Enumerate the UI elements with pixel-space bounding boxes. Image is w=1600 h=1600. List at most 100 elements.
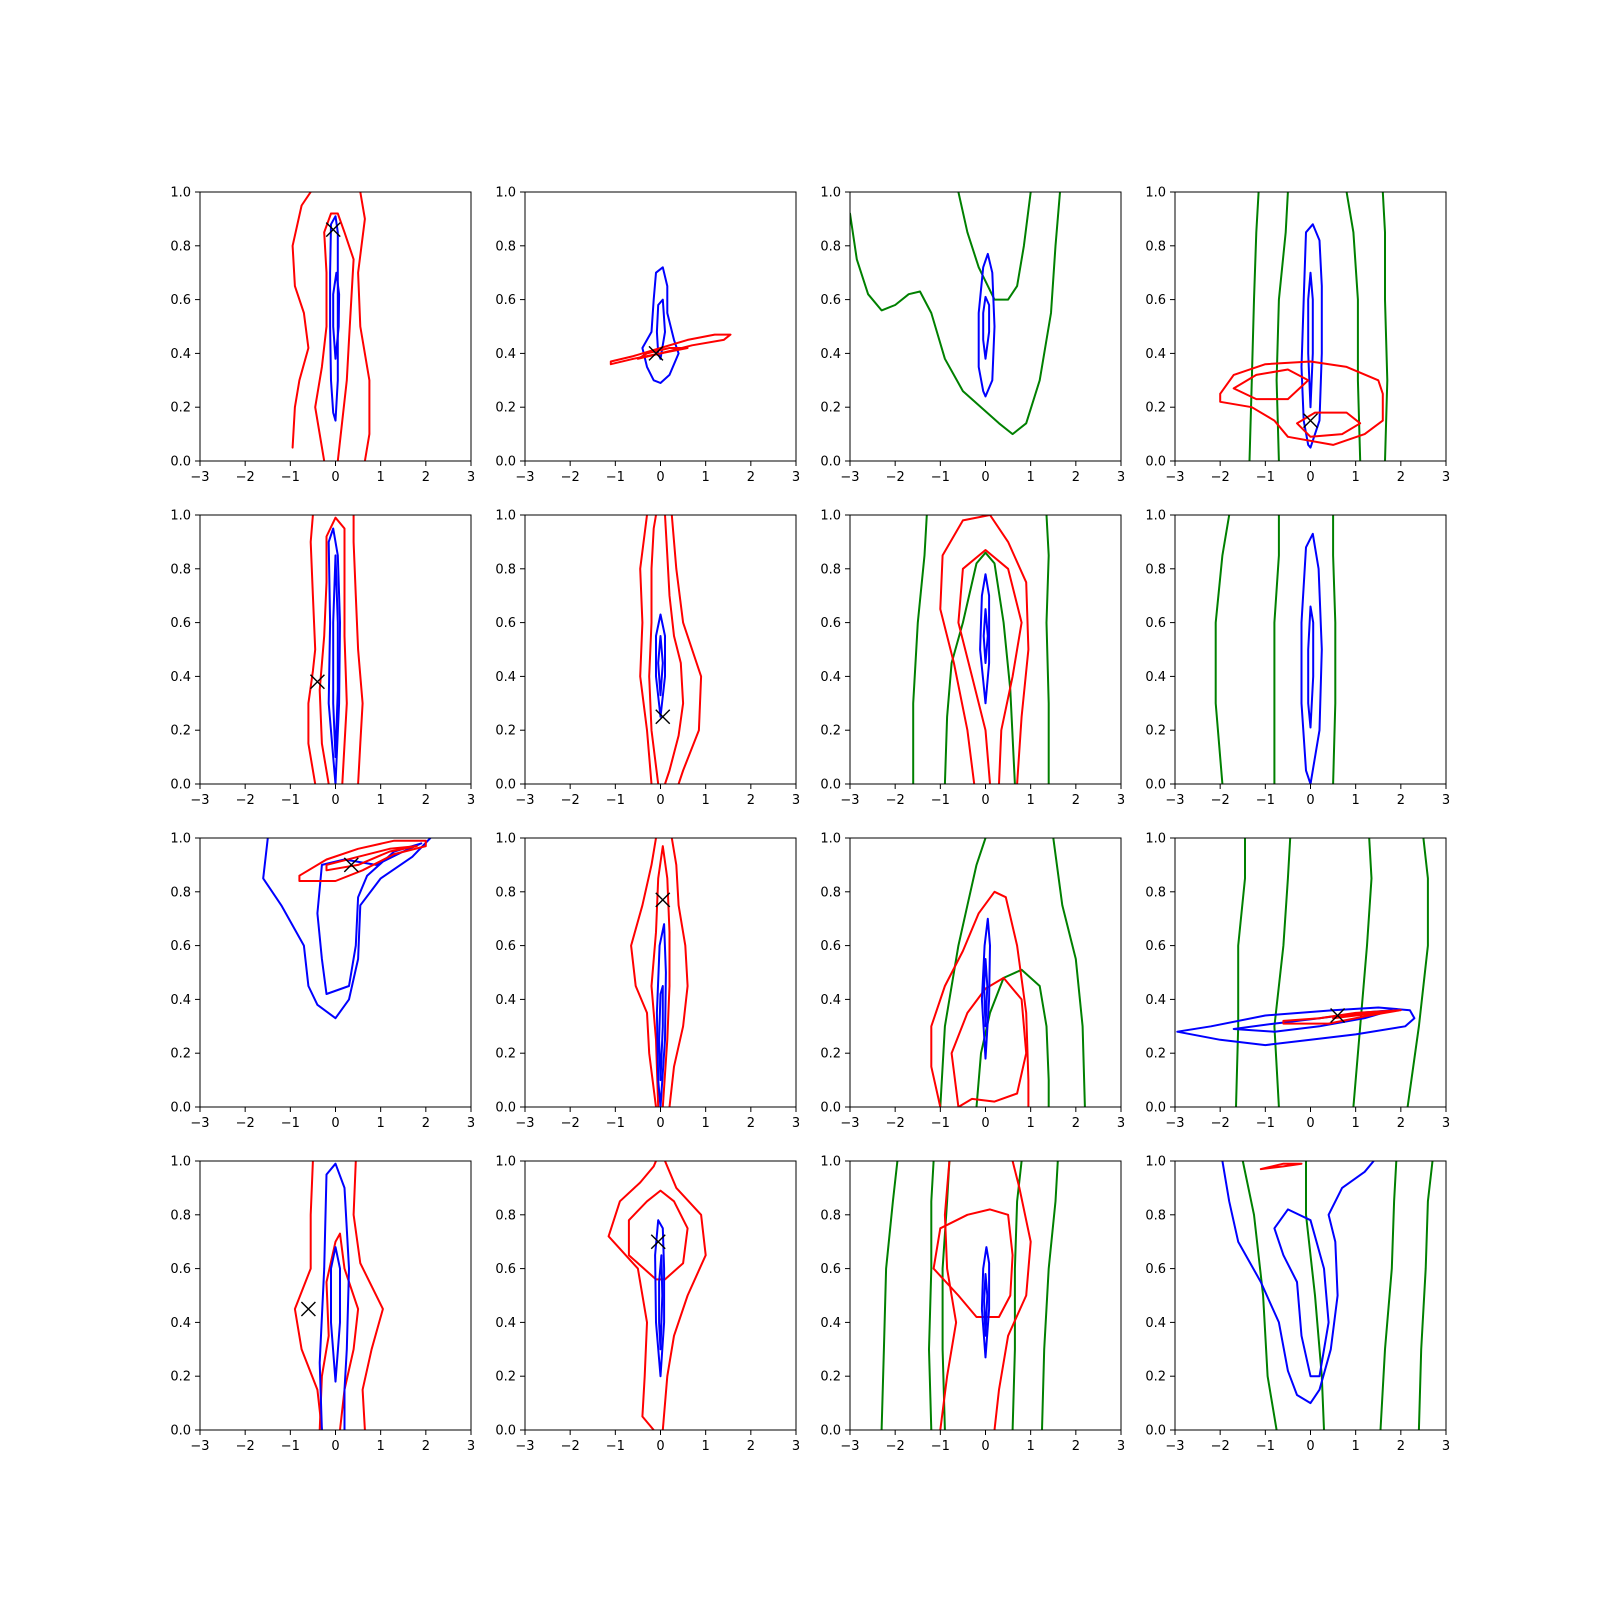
contour-inner-5 [657,635,664,697]
plot-area [307,515,364,784]
x-tick-label: 0 [1306,1116,1314,1131]
x-tick-label: −1 [281,1439,300,1454]
plot-area [291,192,371,461]
x-tick-label: −1 [931,793,950,808]
x-tick-label: 2 [1072,470,1080,485]
contour-inner-4 [655,613,666,718]
contour-outer-1 [661,1161,707,1430]
y-tick-label: 1.0 [495,1155,516,1170]
y-tick-label: 0.8 [1145,1208,1166,1223]
x-tick-label: 3 [467,793,475,808]
y-tick-label: 1.0 [1145,1155,1166,1170]
x-tick-label: 2 [1397,1116,1405,1131]
x-tick-label: 3 [1442,1116,1450,1131]
panel-r1c3: −3 −2 −1 0 1 2 3 0.0 0.2 0.4 0.6 0.8 1.0 [820,186,1125,486]
contour-inner-4 [1221,1161,1375,1405]
y-tick-label: 0.2 [1145,1370,1166,1385]
x-tick-label: −3 [840,1439,859,1454]
x-tick-label: 1 [1352,1116,1360,1131]
contour-outer-1 [357,192,371,461]
y-tick-label: 0.0 [495,455,516,470]
x-tick-label: 2 [1397,470,1405,485]
contour-inner-3 [982,295,991,360]
y-tick-label: 0.6 [820,1262,841,1277]
x-tick-label: 2 [1072,793,1080,808]
contour-third-0 [1235,838,1246,1107]
contour-outer-3 [939,515,1030,784]
x-tick-label: 2 [422,1439,430,1454]
y-tick-label: 0.0 [170,778,191,793]
contour-outer-6 [1219,360,1384,446]
x-tick-label: 1 [702,793,710,808]
contour-outer-0 [291,192,312,449]
contour-outer-2 [298,839,427,882]
contour-inner-8 [980,1246,991,1359]
panel-r2c3: −3 −2 −1 0 1 2 3 0.0 0.2 0.4 0.6 0.8 1.0 [820,509,1125,809]
panel-r2c1: −3 −2 −1 0 1 2 3 0.0 0.2 0.4 0.6 0.8 1.0 [170,509,475,809]
y-tick-label: 0.4 [495,670,516,685]
y-tick-label: 0.6 [170,939,191,954]
panel-r4c4: −3 −2 −1 0 1 2 3 0.0 0.2 0.4 0.6 0.8 1.0 [1145,1155,1450,1455]
y-tick-label: 0.2 [820,1047,841,1062]
y-tick-label: 0.0 [170,1101,191,1116]
x-marker [300,1301,316,1317]
x-tick-label: 1 [1352,793,1360,808]
axes-frame [199,1160,472,1431]
contour-third-4 [1041,1161,1059,1430]
contour-inner-3 [327,527,341,784]
contour-outer-2 [609,333,732,366]
contour-third-3 [1406,838,1429,1107]
y-tick-label: 0.4 [170,670,191,685]
x-tick-label: 3 [1442,793,1450,808]
contour-inner-4 [332,271,341,360]
contour-third-1 [957,192,1032,301]
axes-frame [849,1160,1122,1431]
x-tick-label: −3 [190,1439,209,1454]
x-tick-label: −2 [561,1439,580,1454]
x-tick-label: 3 [467,1439,475,1454]
x-tick-label: −2 [886,1439,905,1454]
y-tick-label: 0.8 [820,885,841,900]
contour-third-2 [1332,515,1337,784]
contour-inner-4 [1307,605,1315,729]
x-tick-label: 0 [1306,1439,1314,1454]
x-marker [1330,1008,1346,1024]
contour-inner-3 [1300,532,1323,784]
x-tick-label: −3 [515,470,534,485]
x-tick-label: 1 [702,1439,710,1454]
y-tick-label: 1.0 [820,509,841,524]
x-tick-label: −3 [840,1116,859,1131]
contour-inner-5 [979,573,991,705]
contour-third-3 [1417,1161,1434,1430]
y-tick-label: 1.0 [1145,186,1166,201]
y-tick-label: 0.0 [820,1101,841,1116]
x-marker [1303,413,1318,429]
x-tick-label: 0 [331,1116,339,1131]
contour-outer-7 [932,1208,1014,1318]
contour-third-0 [1214,515,1231,784]
contour-third-0 [1248,192,1260,461]
contour-third-3 [1345,192,1362,461]
x-tick-label: −3 [840,470,859,485]
y-tick-label: 0.6 [1145,939,1166,954]
contour-third-0 [880,1161,899,1430]
x-tick-label: 1 [1352,1439,1360,1454]
contour-outer-7 [1232,368,1310,401]
y-tick-label: 0.0 [1145,1101,1166,1116]
panel-r2c4: −3 −2 −1 0 1 2 3 0.0 0.2 0.4 0.6 0.8 1.0 [1145,509,1450,809]
y-tick-label: 0.0 [820,1424,841,1439]
panel-r3c3: −3 −2 −1 0 1 2 3 0.0 0.2 0.4 0.6 0.8 1.0 [820,832,1125,1132]
y-tick-label: 0.4 [495,993,516,1008]
contour-outer-7 [1332,1011,1384,1020]
x-tick-label: 1 [377,793,385,808]
axes-frame [199,837,472,1108]
plot-area [1219,192,1389,461]
y-tick-label: 0.8 [820,239,841,254]
x-tick-label: −3 [515,793,534,808]
x-tick-label: 0 [981,1116,989,1131]
y-tick-label: 0.6 [1145,616,1166,631]
contour-outer-5 [939,1161,958,1430]
contour-outer-6 [993,1161,1032,1430]
y-tick-label: 0.0 [170,455,191,470]
axes-frame [1174,837,1447,1108]
